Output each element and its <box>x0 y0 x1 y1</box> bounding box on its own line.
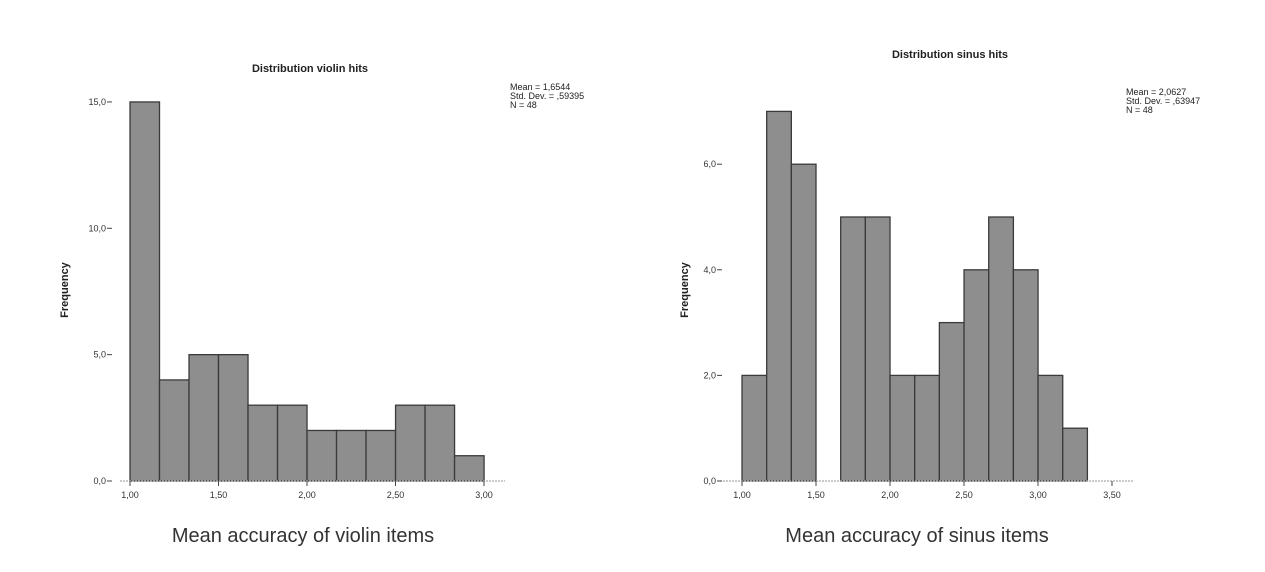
histogram-bar <box>938 321 965 482</box>
histogram-bar <box>889 374 916 482</box>
stats-line: N = 48 <box>1126 105 1153 115</box>
x-tick-label: 1,00 <box>121 490 139 500</box>
histogram-bar <box>129 101 161 482</box>
histogram-bar <box>188 353 220 482</box>
y-tick-label: 2,0 <box>703 370 716 380</box>
histogram-bar <box>1062 427 1089 482</box>
stats-line: Std. Dev. = ,63947 <box>1126 96 1200 106</box>
x-tick-label: 1,00 <box>733 490 751 500</box>
y-tick-label: 5,0 <box>93 350 106 360</box>
x-axis-label: Mean accuracy of sinus items <box>785 525 1048 547</box>
stats-line: N = 48 <box>510 100 537 110</box>
stats-line: Std. Dev. = ,59395 <box>510 91 584 101</box>
histogram-bar <box>988 216 1015 482</box>
histogram-bar <box>864 216 891 482</box>
x-tick-label: 2,50 <box>955 490 973 500</box>
x-tick-label: 3,50 <box>1103 490 1121 500</box>
histogram-bar <box>158 379 190 482</box>
x-tick-label: 1,50 <box>210 490 228 500</box>
histogram-bar <box>963 269 990 482</box>
histogram-bar <box>306 429 338 482</box>
y-axis-label: Frequency <box>59 261 71 318</box>
histogram-bar <box>217 353 249 482</box>
x-tick-label: 1,50 <box>807 490 825 500</box>
histogram-bar <box>247 404 279 482</box>
y-tick-label: 6,0 <box>703 159 716 169</box>
y-tick-label: 0,0 <box>703 476 716 486</box>
y-tick-label: 15,0 <box>88 97 106 107</box>
histogram-bar <box>914 374 941 482</box>
x-tick-label: 2,00 <box>298 490 316 500</box>
histogram-bar <box>365 429 397 482</box>
x-tick-label: 3,00 <box>475 490 493 500</box>
histogram-2: Distribution sinus hits 1,00 1,50 2,00 2,50 3… <box>679 49 1200 547</box>
histogram-1: Distribution violin hits 1,00 1,50 2,00 2,50… <box>59 63 584 547</box>
histogram-bar <box>1037 374 1064 482</box>
histogram-bar <box>1012 269 1039 482</box>
y-tick-label: 4,0 <box>703 265 716 275</box>
histogram-bar <box>790 163 817 482</box>
histogram-bar <box>741 374 768 482</box>
histogram-bar <box>424 404 456 482</box>
histogram-bar <box>276 404 308 482</box>
x-tick-label: 3,00 <box>1029 490 1047 500</box>
x-axis-label: Mean accuracy of violin items <box>172 525 434 547</box>
x-tick-label: 2,00 <box>881 490 899 500</box>
histogram-bar <box>453 455 485 482</box>
histogram-bar <box>766 110 792 482</box>
x-tick-label: 2,50 <box>387 490 405 500</box>
histogram-bar <box>394 404 426 482</box>
chart-title: Distribution sinus hits <box>892 49 1008 61</box>
stats-line: Mean = 2,0627 <box>1126 87 1186 97</box>
stats-line: Mean = 1,6544 <box>510 82 570 92</box>
y-axis-label: Frequency <box>679 261 691 318</box>
y-tick-label: 0,0 <box>93 476 106 486</box>
chart-title: Distribution violin hits <box>252 63 368 75</box>
histogram-bar <box>840 216 867 482</box>
histogram-bar <box>335 429 367 482</box>
y-tick-label: 10,0 <box>88 223 106 233</box>
